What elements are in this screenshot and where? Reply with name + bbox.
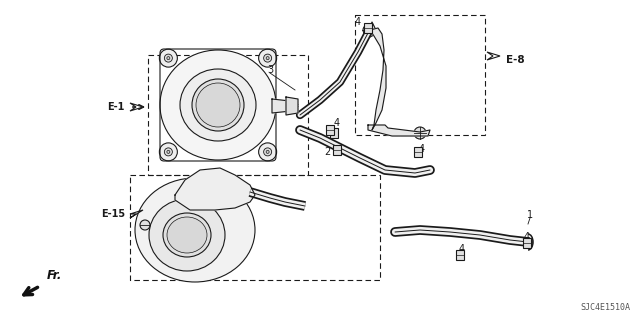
Circle shape <box>259 143 276 161</box>
Ellipse shape <box>192 79 244 131</box>
Polygon shape <box>272 99 291 113</box>
Polygon shape <box>368 125 430 136</box>
Ellipse shape <box>167 217 207 253</box>
Bar <box>523 238 531 248</box>
Text: 4: 4 <box>419 144 425 154</box>
Bar <box>148 55 308 175</box>
Ellipse shape <box>149 199 225 271</box>
Circle shape <box>167 56 170 60</box>
Circle shape <box>164 148 172 156</box>
Circle shape <box>140 220 150 230</box>
Circle shape <box>159 143 177 161</box>
Bar <box>333 145 341 155</box>
Text: E-1: E-1 <box>108 102 125 112</box>
Bar <box>130 175 380 280</box>
Text: 4: 4 <box>524 232 530 242</box>
Text: 4: 4 <box>459 244 465 254</box>
Ellipse shape <box>160 50 276 160</box>
Polygon shape <box>286 97 298 115</box>
Polygon shape <box>487 52 500 60</box>
Circle shape <box>264 54 271 62</box>
Circle shape <box>164 54 172 62</box>
Circle shape <box>167 150 170 153</box>
Circle shape <box>266 56 269 60</box>
Ellipse shape <box>163 213 211 257</box>
Bar <box>326 125 334 135</box>
Bar <box>364 23 372 33</box>
Circle shape <box>259 49 276 67</box>
Text: E-15: E-15 <box>101 209 125 219</box>
Text: SJC4E1510A: SJC4E1510A <box>580 303 630 312</box>
Circle shape <box>264 148 271 156</box>
Text: 3: 3 <box>267 65 273 75</box>
Text: 2: 2 <box>324 147 330 157</box>
Bar <box>330 128 338 138</box>
Bar <box>414 147 422 157</box>
Polygon shape <box>130 103 143 111</box>
Circle shape <box>414 127 426 139</box>
Circle shape <box>266 150 269 153</box>
Circle shape <box>363 25 373 35</box>
Bar <box>456 250 464 260</box>
Text: 4: 4 <box>334 118 340 128</box>
Text: Fr.: Fr. <box>47 269 62 282</box>
Bar <box>355 15 485 135</box>
Text: 4: 4 <box>355 17 361 27</box>
Ellipse shape <box>180 69 256 141</box>
Text: 1: 1 <box>527 210 533 220</box>
Ellipse shape <box>135 178 255 282</box>
Polygon shape <box>368 22 375 38</box>
Polygon shape <box>130 210 143 218</box>
Polygon shape <box>175 168 255 210</box>
Circle shape <box>159 49 177 67</box>
Ellipse shape <box>196 83 240 127</box>
Text: E-8: E-8 <box>506 55 525 65</box>
Polygon shape <box>370 28 386 130</box>
